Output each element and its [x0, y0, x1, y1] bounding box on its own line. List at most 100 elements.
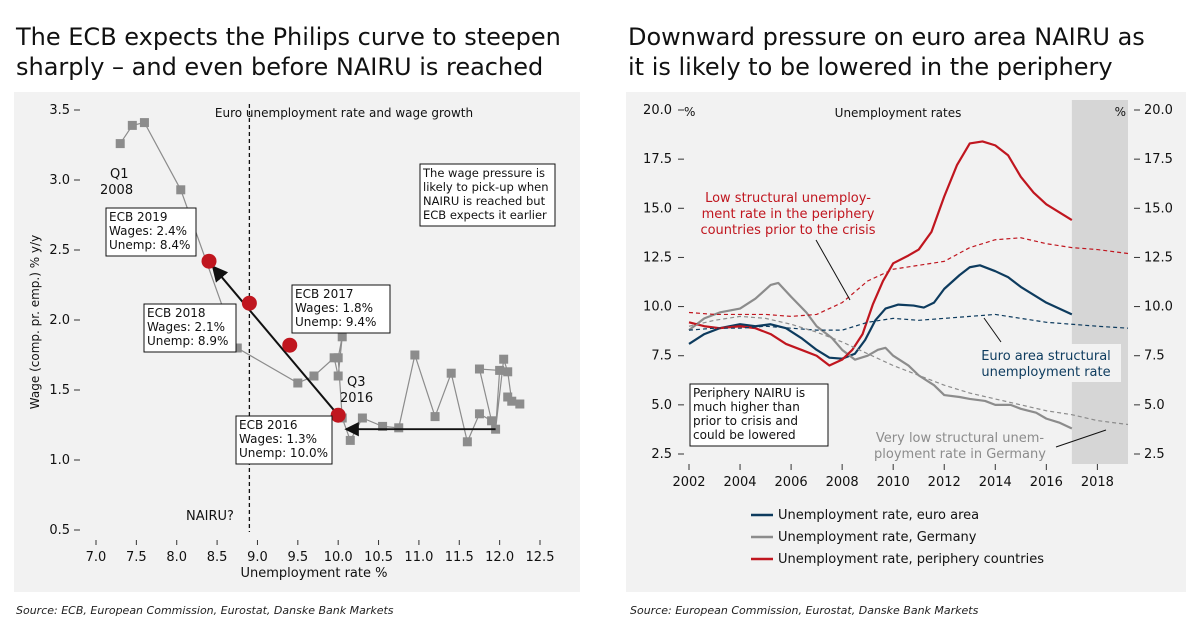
history-marker [345, 435, 355, 445]
history-marker [333, 353, 343, 363]
ecb-2017-label-line: Wages: 1.8% [295, 301, 373, 315]
x-tick-label: 10.0 [324, 550, 353, 565]
ecb-2016-label-box [235, 415, 333, 465]
ecb-2019-label-line: Unemp: 8.4% [109, 238, 190, 252]
x-tick-label: 7.5 [126, 550, 147, 565]
y-tick-label: 3.0 [49, 173, 70, 188]
series-line [688, 264, 1073, 360]
chart-title: Euro unemployment rate and wage growth [215, 106, 473, 120]
y-axis-title: Wage (comp. pr. emp.) % y/y [28, 235, 42, 409]
x-tick-label: 7.0 [86, 550, 107, 565]
left-y-tick-label: 12.5 [643, 250, 672, 265]
q3-label: Q3 [347, 375, 366, 390]
ecb-2016-label-line: Unemp: 10.0% [239, 446, 328, 460]
wage-pressure-note-line: NAIRU is reached but [423, 194, 546, 208]
x-tick-label: 8.5 [207, 550, 228, 565]
history-marker [232, 343, 242, 353]
ecb-2019-label-line: ECB 2019 [109, 210, 168, 224]
right-source: Source: European Commission, Eurostat, D… [630, 604, 979, 617]
ecb-2017-label-box [291, 284, 391, 334]
arrow-projection [211, 265, 339, 416]
history-marker [474, 409, 484, 419]
left-y-tick-label: 20.0 [643, 103, 672, 118]
x-tick-label: 12.5 [526, 550, 555, 565]
wage-pressure-note-line: likely to pick-up when [423, 180, 549, 194]
ecb-2017-label-line: ECB 2017 [295, 287, 354, 301]
series-line [688, 315, 1129, 426]
left-y-tick-label: 17.5 [643, 152, 672, 167]
history-marker [410, 350, 420, 360]
ecb-2018-label-line: Wages: 2.1% [147, 320, 225, 334]
philips-curve-chart: 3.5 3.0 2.5 2.0 1.5 1.0 0.5 7.0 7.5 8.0 8.5 9.0 9.5 1… [14, 92, 580, 592]
right-y-tick-label: 7.5 [1144, 349, 1165, 364]
history-marker [127, 120, 137, 130]
legend-label: Unemployment rate, periphery countries [778, 552, 1044, 567]
ecb-2016-label-line: ECB 2016 [239, 418, 298, 432]
y-tick-label: 0.5 [49, 523, 70, 538]
history-marker [474, 364, 484, 374]
y-tick-label: 2.5 [49, 243, 70, 258]
euro-structural-note-bg [971, 344, 1121, 382]
history-marker [337, 332, 347, 342]
series-line [688, 313, 1129, 331]
wage-pressure-note-line: The wage pressure is [422, 166, 545, 180]
x-tick-label: 2008 [826, 475, 859, 490]
x-tick-label: 10.5 [364, 550, 393, 565]
germany-note-line: ployment rate in Germany [874, 447, 1046, 462]
x-tick-label: 2002 [672, 475, 705, 490]
ecb-2017-label-line: Unemp: 9.4% [295, 315, 376, 329]
periphery-nairu-note-line: could be lowered [693, 428, 796, 442]
right-y-tick-label: 12.5 [1144, 250, 1173, 265]
left-y-tick-label: 2.5 [651, 447, 672, 462]
right-y-tick-label: 5.0 [1144, 398, 1165, 413]
history-marker [430, 412, 440, 422]
ecb-projection-dot [201, 253, 217, 269]
history-marker [503, 367, 513, 377]
right-y-tick-label: 10.0 [1144, 300, 1173, 315]
periphery-nairu-note-line: much higher than [693, 400, 800, 414]
x-tick-label: 9.0 [247, 550, 268, 565]
low-structural-note-line: Low structural unemploy- [705, 191, 871, 206]
y-tick-label: 1.5 [49, 383, 70, 398]
ecb-2019-label-line: Wages: 2.4% [109, 224, 187, 238]
right-y-tick-label: 15.0 [1144, 201, 1173, 216]
wage-pressure-note-box [419, 163, 556, 227]
low-structural-pointer [815, 239, 851, 301]
x-tick-label: 2014 [979, 475, 1012, 490]
right-unit-label: % [1115, 105, 1126, 119]
nairu-label: NAIRU? [186, 509, 234, 524]
history-marker [515, 399, 525, 409]
ecb-2016-label-line: Wages: 1.3% [239, 432, 317, 446]
left-title: The ECB expects the Philips curve to ste… [16, 22, 586, 82]
history-marker [487, 416, 497, 426]
left-y-tick-label: 10.0 [643, 300, 672, 315]
x-tick-label: 11.0 [404, 550, 433, 565]
x-tick-label: 2012 [928, 475, 961, 490]
x-tick-label: 12.0 [485, 550, 514, 565]
forecast-shade [1071, 100, 1128, 464]
history-marker [503, 392, 513, 402]
right-y-tick-label: 2.5 [1144, 447, 1165, 462]
left-y-tick-label: 5.0 [651, 398, 672, 413]
y-tick-label: 2.0 [49, 313, 70, 328]
left-unit-label: % [684, 105, 695, 119]
history-marker [333, 371, 343, 381]
left-title-line1: The ECB expects the Philips curve to ste… [16, 23, 561, 51]
history-marker [309, 371, 319, 381]
right-title: Downward pressure on euro area NAIRU as … [628, 22, 1188, 82]
right-title-line2: it is likely to be lowered in the periph… [628, 53, 1113, 81]
euro-structural-note-line: unemployment rate [981, 365, 1110, 380]
history-marker [115, 139, 125, 149]
y-tick-label: 3.5 [49, 103, 70, 118]
ecb-2018-label-box [143, 303, 237, 353]
unemployment-rates-chart: 20.0 20.0 17.5 17.5 15.0 15.0 12.5 12.5 10.0 10.0… [626, 92, 1186, 592]
ecb-projection-dot [241, 295, 257, 311]
history-marker [293, 378, 303, 388]
q1-year-label: 2008 [100, 183, 133, 198]
history-marker [139, 118, 149, 128]
low-structural-note-line: countries prior to the crisis [700, 223, 875, 238]
q3-year-label: 2016 [340, 391, 373, 406]
x-tick-label: 9.5 [287, 550, 308, 565]
germany-pointer [1055, 429, 1107, 448]
ecb-2018-label-line: Unemp: 8.9% [147, 334, 228, 348]
